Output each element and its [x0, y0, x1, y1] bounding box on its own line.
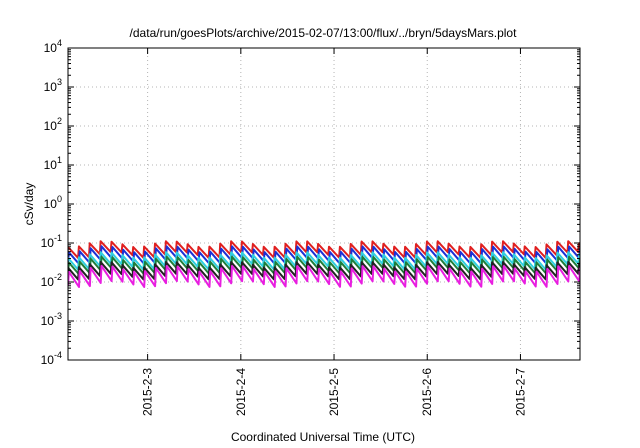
- x-tick-label: 2015-2-4: [234, 368, 248, 416]
- y-tick-label: 10-4: [41, 350, 62, 367]
- series-line: [68, 260, 580, 281]
- x-tick-label: 2015-2-6: [420, 368, 434, 416]
- y-axis-label: cSv/day: [22, 183, 36, 226]
- y-tick-label: 103: [44, 77, 62, 94]
- y-tick-label: 100: [44, 194, 62, 211]
- x-axis: 2015-2-3 2015-2-4 2015-2-5 2015-2-6 2015-2-7: [141, 48, 527, 416]
- y-axis: 10-4 10-3 10-2 10-1 100 101 102 103 104: [41, 38, 580, 367]
- series-line: [68, 264, 580, 288]
- x-tick-label: 2015-2-3: [141, 368, 155, 416]
- y-tick-label: 10-1: [41, 233, 62, 250]
- x-tick-label: 2015-2-7: [513, 368, 527, 416]
- x-axis-label: Coordinated Universal Time (UTC): [231, 430, 415, 444]
- gridlines: [68, 48, 580, 360]
- series-group: [68, 240, 580, 288]
- y-tick-label: 10-2: [41, 272, 62, 289]
- y-tick-label: 102: [44, 116, 62, 133]
- chart-title: /data/run/goesPlots/archive/2015-02-07/1…: [130, 26, 518, 40]
- series-line: [68, 251, 580, 271]
- y-tick-label: 104: [44, 38, 62, 55]
- series-line: [68, 245, 580, 265]
- x-tick-label: 2015-2-5: [327, 368, 341, 416]
- y-tick-label: 101: [44, 155, 62, 172]
- y-tick-label: 10-3: [41, 311, 62, 328]
- series-line: [68, 240, 580, 259]
